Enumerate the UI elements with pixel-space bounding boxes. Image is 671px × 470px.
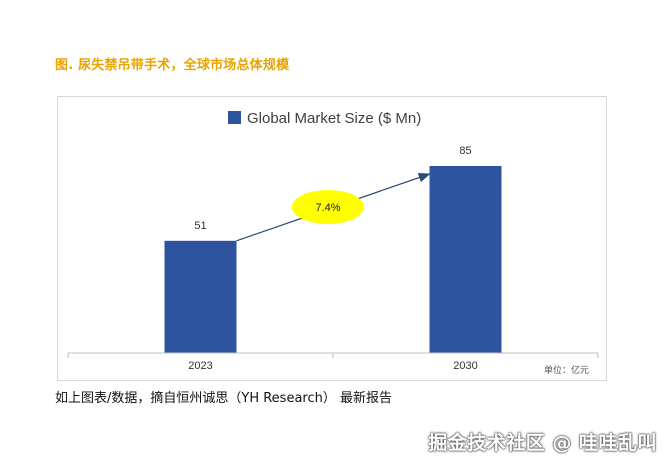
growth-annotation: 7.4% (236, 172, 431, 242)
bar-chart: Global Market Size ($ Mn) 51 85 2023 2030 单… (67, 110, 599, 376)
growth-bubble (292, 190, 364, 224)
unit-note: 单位：亿元 (544, 364, 589, 376)
x-axis: 2023 2030 单位：亿元 (67, 352, 599, 376)
bar-2023 (164, 240, 237, 353)
growth-rate-label: 7.4% (315, 202, 340, 214)
legend-swatch (228, 111, 241, 124)
bar-2030 (429, 166, 502, 353)
watermark: 掘金技术社区 @ 哇哇乱叫 (428, 432, 657, 454)
figure-title: 图. 尿失禁吊带手术，全球市场总体规模 (55, 58, 290, 73)
legend-label: Global Market Size ($ Mn) (247, 110, 421, 127)
data-label-2030: 85 (459, 145, 471, 157)
data-label-2023: 51 (194, 220, 206, 232)
source-note: 如上图表/数据，摘自恒州诚思（YH Research） 最新报告 (55, 391, 392, 406)
bars-group: 51 85 (164, 145, 502, 353)
chart-legend: Global Market Size ($ Mn) (228, 110, 421, 127)
chart-frame: Global Market Size ($ Mn) 51 85 2023 2030 单… (57, 96, 607, 381)
category-label-2023: 2023 (188, 360, 212, 372)
category-label-2030: 2030 (453, 360, 477, 372)
